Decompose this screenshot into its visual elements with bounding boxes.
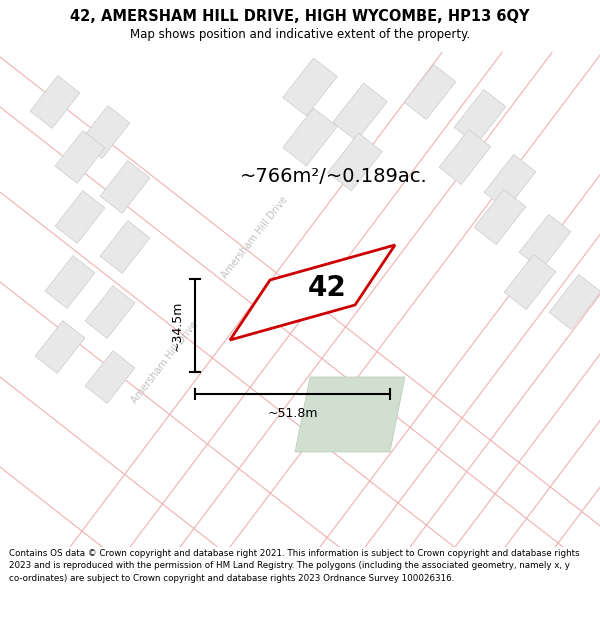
Polygon shape bbox=[230, 245, 395, 340]
Text: 42: 42 bbox=[308, 274, 347, 301]
Polygon shape bbox=[100, 221, 150, 273]
Polygon shape bbox=[519, 214, 571, 269]
Text: ~766m²/~0.189ac.: ~766m²/~0.189ac. bbox=[240, 168, 428, 186]
Polygon shape bbox=[439, 129, 491, 184]
Polygon shape bbox=[484, 154, 536, 209]
Polygon shape bbox=[100, 161, 150, 213]
Polygon shape bbox=[474, 189, 526, 244]
Polygon shape bbox=[85, 286, 135, 338]
Polygon shape bbox=[35, 321, 85, 373]
Polygon shape bbox=[295, 377, 405, 452]
Polygon shape bbox=[80, 106, 130, 158]
Polygon shape bbox=[504, 254, 556, 309]
Polygon shape bbox=[283, 108, 337, 166]
Text: Amersham Hill Drive: Amersham Hill Drive bbox=[220, 194, 290, 280]
Polygon shape bbox=[55, 191, 105, 243]
Polygon shape bbox=[333, 83, 387, 141]
Text: ~51.8m: ~51.8m bbox=[267, 407, 318, 420]
Text: 42, AMERSHAM HILL DRIVE, HIGH WYCOMBE, HP13 6QY: 42, AMERSHAM HILL DRIVE, HIGH WYCOMBE, H… bbox=[70, 9, 530, 24]
Polygon shape bbox=[283, 58, 337, 116]
Polygon shape bbox=[549, 274, 600, 329]
Text: Contains OS data © Crown copyright and database right 2021. This information is : Contains OS data © Crown copyright and d… bbox=[9, 549, 580, 582]
Polygon shape bbox=[404, 64, 456, 119]
Polygon shape bbox=[85, 351, 135, 403]
Polygon shape bbox=[328, 133, 382, 191]
Text: ~34.5m: ~34.5m bbox=[171, 300, 184, 351]
Text: Map shows position and indicative extent of the property.: Map shows position and indicative extent… bbox=[130, 28, 470, 41]
Polygon shape bbox=[55, 131, 105, 183]
Text: Amersham Hill Drive: Amersham Hill Drive bbox=[130, 319, 200, 405]
Polygon shape bbox=[30, 76, 80, 128]
Polygon shape bbox=[454, 89, 506, 144]
Polygon shape bbox=[45, 256, 95, 308]
